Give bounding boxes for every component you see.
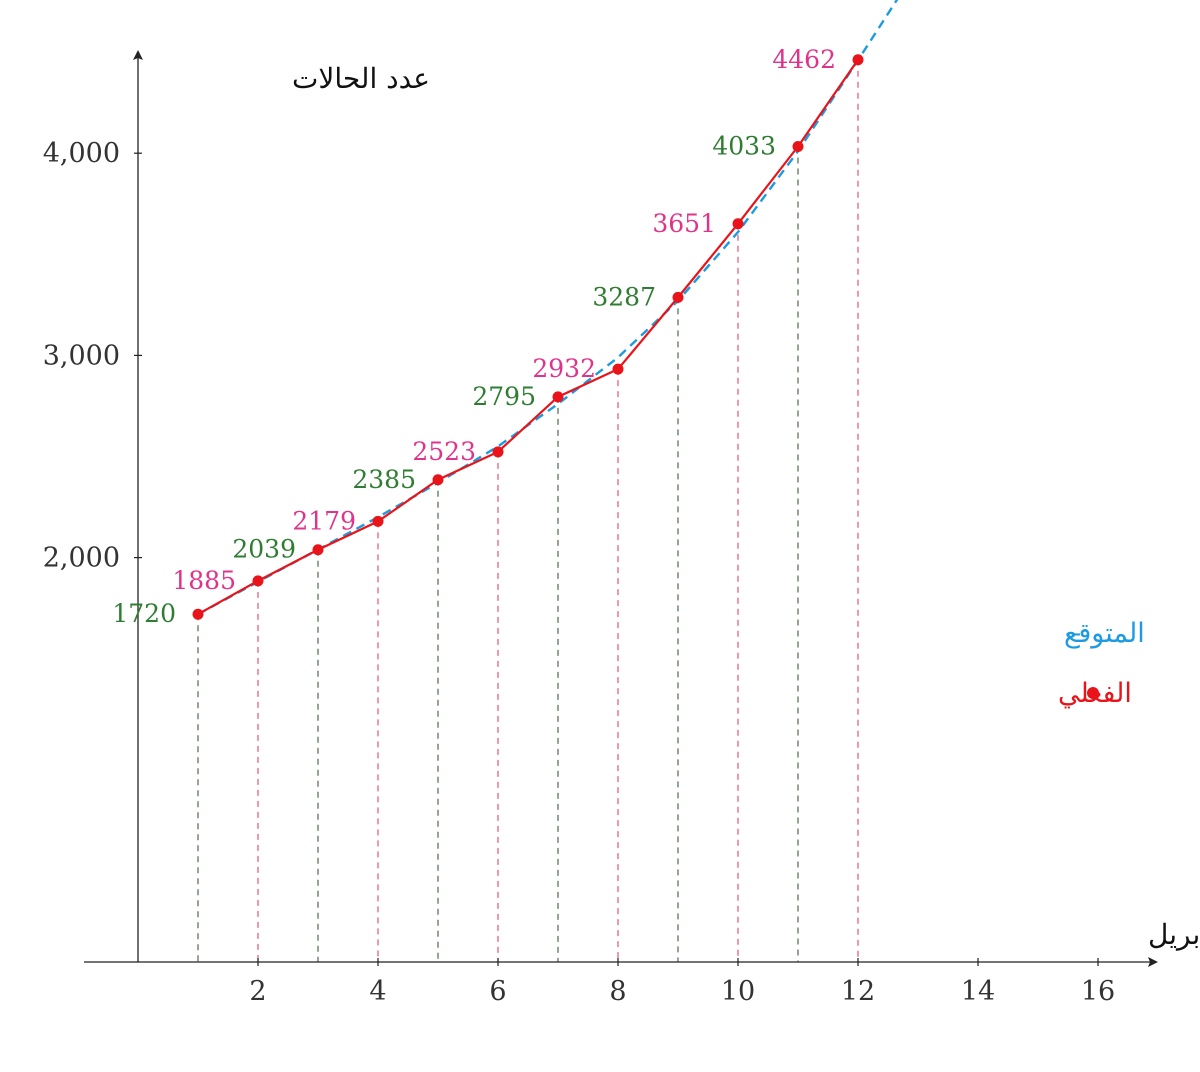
x-tick-label: 8 bbox=[609, 976, 626, 1007]
y-tick-label: 3,000 bbox=[43, 340, 120, 371]
data-label: 4033 bbox=[712, 132, 776, 161]
series-layer bbox=[192, 0, 899, 620]
data-label: 1885 bbox=[172, 566, 236, 595]
data-label: 1720 bbox=[112, 599, 176, 628]
data-label: 2039 bbox=[232, 535, 296, 564]
legend-expected-label: المتوقع bbox=[1064, 618, 1145, 649]
data-label: 2795 bbox=[472, 382, 536, 411]
legend: - المتوقع الفعلي bbox=[1058, 618, 1145, 709]
actual-point bbox=[192, 608, 204, 620]
actual-point bbox=[372, 515, 384, 527]
legend-actual-label: الفعلي bbox=[1058, 678, 1132, 709]
x-tick-label: 6 bbox=[489, 976, 506, 1007]
actual-point bbox=[252, 575, 264, 587]
x-tick-label: 2 bbox=[249, 976, 266, 1007]
actual-point bbox=[792, 141, 804, 153]
data-label: 3651 bbox=[652, 209, 716, 238]
actual-point bbox=[852, 54, 864, 66]
legend-expected-marker: - bbox=[1072, 618, 1081, 649]
x-axis-title: إبريل bbox=[1148, 918, 1200, 951]
actual-point bbox=[432, 474, 444, 486]
x-tick-label: 12 bbox=[841, 976, 875, 1007]
actual-point bbox=[492, 446, 504, 458]
actual-point bbox=[672, 291, 684, 303]
data-label: 2385 bbox=[352, 465, 416, 494]
data-label: 2179 bbox=[292, 506, 356, 535]
axes bbox=[84, 50, 1158, 967]
data-label: 2523 bbox=[412, 437, 476, 466]
y-tick-label: 4,000 bbox=[43, 138, 120, 169]
x-tick-label: 14 bbox=[961, 976, 995, 1007]
actual-point bbox=[552, 391, 564, 403]
y-axis-title: عدد الحالات bbox=[292, 62, 430, 95]
x-tick-label: 16 bbox=[1081, 976, 1115, 1007]
x-tick-label: 10 bbox=[721, 976, 755, 1007]
data-label: 2932 bbox=[532, 354, 596, 383]
y-axis-arrow bbox=[133, 50, 143, 60]
series-actual-line bbox=[197, 59, 859, 616]
actual-point bbox=[732, 218, 744, 230]
x-tick-label: 4 bbox=[369, 976, 386, 1007]
droplines bbox=[197, 59, 859, 962]
x-axis-arrow bbox=[1148, 957, 1158, 967]
data-label: 3287 bbox=[592, 282, 656, 311]
actual-point bbox=[612, 363, 624, 375]
x-ticks: 2 4 6 8 10 12 14 16 bbox=[249, 958, 1115, 1007]
legend-actual-marker-dot bbox=[1087, 687, 1099, 699]
data-label: 4462 bbox=[772, 45, 836, 74]
actual-point bbox=[312, 544, 324, 556]
y-tick-label: 2,000 bbox=[43, 543, 120, 574]
